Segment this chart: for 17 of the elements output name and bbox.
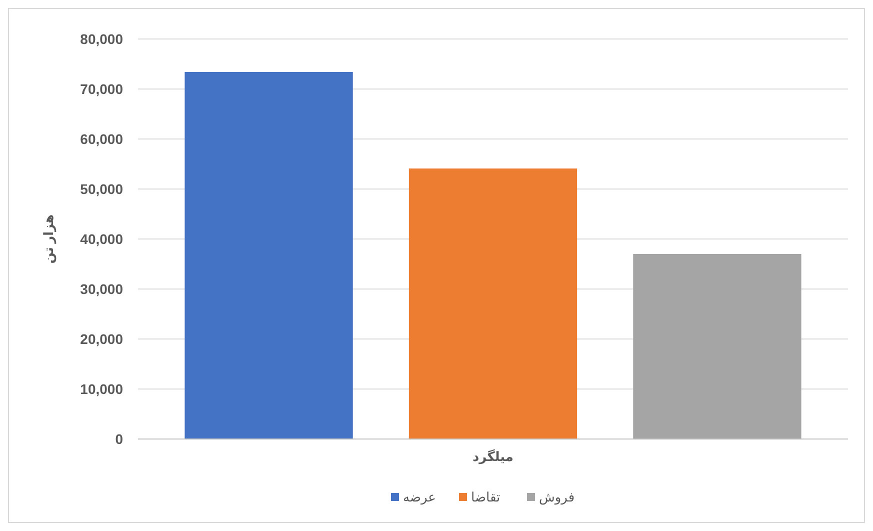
y-axis-title: هزار تن: [41, 214, 57, 264]
y-tick-label: 50,000: [80, 180, 124, 197]
y-tick-label: 60,000: [80, 130, 124, 147]
y-tick-label: 30,000: [80, 280, 124, 297]
y-tick-label: 10,000: [80, 380, 124, 397]
bar: [408, 168, 578, 439]
bar: [633, 254, 802, 439]
x-tick-label: میلگرد: [472, 449, 514, 465]
y-tick-label: 70,000: [80, 80, 124, 97]
bar: [184, 72, 353, 439]
y-tick-label: 20,000: [80, 330, 124, 347]
legend-label: تقاضا: [471, 490, 501, 505]
y-tick-label: 80,000: [80, 30, 124, 47]
y-tick-label: 40,000: [80, 230, 124, 247]
legend-label: عرضه: [403, 490, 436, 506]
legend-label: فروش: [539, 490, 575, 506]
y-tick-label: 0: [115, 430, 124, 447]
